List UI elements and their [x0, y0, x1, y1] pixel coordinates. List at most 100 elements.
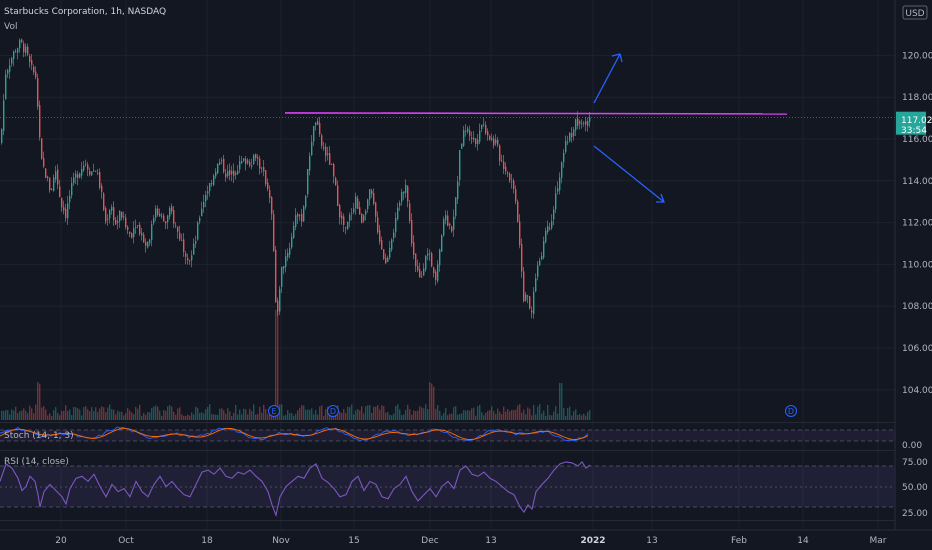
volume-bar [85, 406, 87, 420]
volume-bar [135, 406, 137, 420]
resistance-line[interactable] [284, 112, 788, 115]
symbol-title[interactable]: Starbucks Corporation, 1h, NASDAQ [4, 7, 166, 17]
candle-body [85, 163, 87, 165]
candle-body [487, 131, 489, 136]
candle-body [311, 141, 313, 156]
candle-body [497, 139, 499, 145]
volume-bar [57, 412, 59, 420]
candle-body [5, 74, 7, 100]
candle-body [449, 223, 451, 226]
candle-body [575, 119, 577, 131]
candle-body [513, 180, 515, 190]
volume-bar [163, 410, 165, 420]
candle-body [377, 217, 379, 233]
volume-bar [585, 415, 587, 420]
price-axis[interactable]: 120.00 118.00 116.00 114.00 112.00 110.00 108.… [902, 51, 932, 395]
candle-body [533, 291, 535, 315]
pane-divider-2[interactable] [0, 450, 895, 451]
volume-legend[interactable]: Vol [4, 22, 17, 32]
volume-bar [171, 406, 173, 420]
volume-bar [243, 408, 245, 420]
volume-bar [191, 412, 193, 420]
candle-body [167, 215, 169, 223]
volume-bar [419, 406, 421, 420]
currency-badge[interactable]: USD [902, 5, 928, 20]
volume-bar [431, 383, 433, 420]
pane-divider-3 [0, 520, 895, 521]
volume-bar [89, 411, 91, 420]
volume-bar [533, 404, 535, 420]
volume-bar [275, 310, 277, 420]
candle-body [175, 225, 177, 227]
candle-body [25, 46, 27, 53]
volume-bar [23, 408, 25, 420]
candle-body [79, 173, 81, 178]
volume-bar [377, 405, 379, 420]
candle-body [51, 188, 53, 190]
volume-bar [499, 411, 501, 420]
volume-bar [453, 407, 455, 420]
volume-bar [7, 410, 9, 420]
volume-bar [529, 408, 531, 420]
candle-body [361, 213, 363, 223]
volume-bar [543, 410, 545, 420]
volume-bar [103, 407, 105, 420]
volume-bar [319, 406, 321, 420]
candle-body [433, 267, 435, 274]
candle-body [395, 218, 397, 233]
candle-body [471, 137, 473, 139]
candle-body [295, 215, 297, 227]
candle-body [547, 226, 549, 233]
volume-bar [351, 404, 353, 420]
volume-bar [513, 410, 515, 420]
dividend-marker[interactable]: D [327, 405, 339, 417]
candle-body [259, 158, 261, 169]
candle-body [271, 197, 273, 214]
volume-bar [69, 409, 71, 420]
time-axis[interactable]: 20 Oct 18 Nov 15 Dec 13 2022 13 Feb 14 Mar [55, 536, 887, 546]
candle-body [425, 255, 427, 270]
volume-bar [381, 405, 383, 420]
volume-bar [29, 405, 31, 420]
dividend-marker-future[interactable]: D [785, 405, 797, 417]
volume-bar [537, 406, 539, 420]
volume-bar [465, 410, 467, 420]
volume-bar [31, 408, 33, 420]
rsi-axis-tick-50: 50.00 [902, 483, 928, 493]
candle-body [427, 253, 429, 256]
breakout-arrow[interactable] [593, 53, 623, 104]
volume-bar [115, 414, 117, 420]
volume-bar [27, 413, 29, 420]
stoch-legend[interactable]: Stoch (14, 1, 3) [4, 431, 74, 441]
volume-bar [193, 414, 195, 420]
candle-body [589, 117, 591, 122]
candle-body [93, 170, 95, 172]
volume-bar [427, 409, 429, 420]
rsi-legend[interactable]: RSI (14, close) [4, 457, 69, 467]
pane-divider-1[interactable] [0, 422, 895, 423]
price-axis-tick: 114.00 [902, 177, 932, 187]
volume-bar [519, 404, 521, 420]
candle-body [101, 185, 103, 192]
candle-body [207, 191, 209, 194]
rsi-line [0, 461, 591, 518]
candle-body [459, 149, 461, 181]
candle-body [379, 230, 381, 242]
volume-bar [557, 413, 559, 420]
candle-body [87, 164, 89, 170]
candle-body [553, 209, 555, 220]
breakdown-arrow[interactable] [593, 145, 665, 203]
earnings-marker[interactable]: E [268, 405, 280, 417]
candle-body [535, 278, 537, 292]
volume-bar [549, 414, 551, 420]
volume-bar [265, 409, 267, 420]
candle-body [473, 138, 475, 140]
candle-body [125, 217, 127, 228]
time-axis-tick: 13 [485, 536, 496, 546]
candle-body [15, 51, 17, 53]
volume-bar [227, 408, 229, 420]
candle-body [293, 226, 295, 238]
candle-body [469, 130, 471, 136]
candle-body [315, 122, 317, 126]
